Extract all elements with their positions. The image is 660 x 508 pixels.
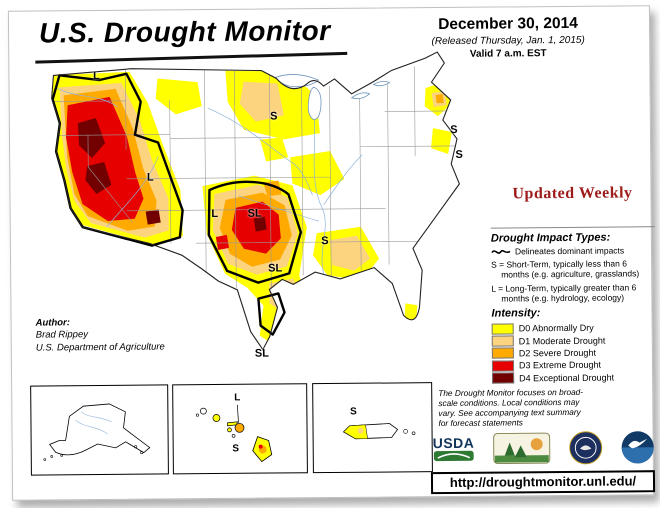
intensity-legend-title: Intensity: (491, 307, 541, 320)
hawaii-inset: L S (172, 383, 308, 475)
usda-logo-text: USDA (432, 434, 475, 452)
short-term-definition: S = Short-Term, typically less than 6 mo… (491, 258, 640, 280)
d3-swatch (491, 360, 515, 372)
map-label-short-term: S (270, 110, 278, 123)
d4-exceptional-drought-layer (77, 118, 267, 232)
map-label-short-long: SL (254, 347, 269, 360)
report-date: December 30, 2014 (438, 14, 578, 34)
intensity-legend: Intensity: D0 Abnormally Dry D1 Moderate… (491, 306, 656, 384)
map-label-short-term: S (450, 123, 458, 136)
rivers (55, 87, 363, 276)
delineates-text: Delineates dominant impacts (514, 245, 625, 257)
delineation-squiggle-icon (491, 249, 511, 254)
impact-legend: Drought Impact Types: Delineates dominan… (490, 226, 656, 305)
d4-swatch (492, 372, 515, 384)
state-borders (53, 66, 461, 290)
drought-mitigation-center-logo (492, 432, 551, 465)
hawaii-long-term-label: L (234, 392, 241, 404)
updated-weekly-note: Updated Weekly (512, 184, 633, 203)
d3-label: D3 Extreme Drought (518, 360, 602, 371)
map-label-short-term: S (321, 235, 329, 248)
author-label: Author: (35, 317, 70, 329)
hawaii-map (195, 404, 273, 463)
author-block: Author: Brad Rippey U.S. Department of A… (36, 316, 165, 354)
puerto-rico-map (342, 423, 416, 440)
us-map-svg (51, 51, 461, 351)
d1-label: D1 Moderate Drought (518, 335, 606, 346)
map-label-long-term: L (93, 70, 100, 83)
author-org: U.S. Department of Agriculture (35, 341, 165, 354)
puerto-rico-short-term-label: S (350, 406, 357, 418)
map-label-long-term: L (211, 207, 219, 221)
d2-label: D2 Severe Drought (518, 347, 596, 359)
d2-swatch (491, 347, 514, 360)
impact-legend-title: Drought Impact Types: (490, 231, 611, 245)
alaska-map (43, 403, 151, 461)
us-drought-map: L S L L SL S SL S S SL (29, 36, 494, 378)
author-name: Brad Rippey (35, 329, 89, 341)
noaa-logo (621, 431, 654, 464)
map-label-short-long: SL (247, 207, 262, 220)
agency-logos: USDA (433, 426, 655, 470)
disclaimer-text: The Drought Monitor focuses on broad-sca… (438, 386, 584, 429)
map-label-short-long: SL (268, 262, 283, 275)
d1-swatch (491, 335, 514, 347)
commerce-logo (569, 431, 603, 465)
usda-symbol-icon (433, 450, 474, 462)
d0-label: D0 Abnormally Dry (518, 322, 594, 334)
puerto-rico-inset: S (312, 382, 433, 474)
long-term-definition: L = Long-Term, typically greater than 6 … (491, 282, 637, 304)
alaska-inset (30, 384, 169, 476)
map-label-long-term: L (146, 171, 154, 184)
usda-logo: USDA (432, 434, 475, 462)
d4-label: D4 Exceptional Drought (519, 372, 615, 384)
us-outline (51, 51, 461, 351)
map-label-short-term: S (455, 148, 463, 161)
website-url: http://droughtmonitor.unl.edu/ (430, 470, 656, 495)
d0-swatch (491, 323, 514, 335)
drought-monitor-report: U.S. Drought Monitor December 30, 2014 (… (7, 5, 656, 501)
hawaii-short-term-label: S (232, 443, 240, 455)
legend-row-d4: D4 Exceptional Drought (492, 371, 656, 385)
